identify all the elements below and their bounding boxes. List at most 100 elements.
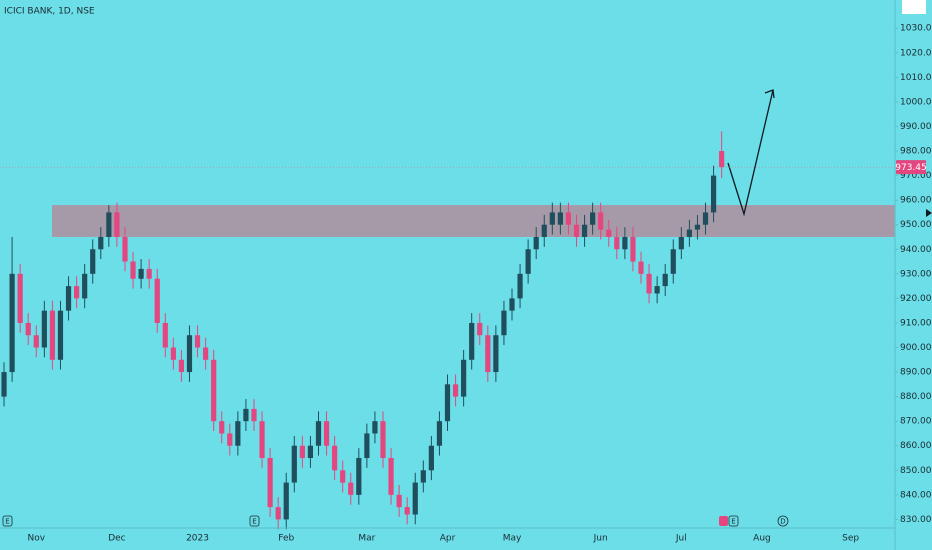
candle-body [211, 359, 217, 422]
candle-body [219, 421, 225, 434]
candle-body [90, 249, 96, 274]
candle-body [549, 212, 555, 225]
candle-body [509, 298, 515, 311]
candle-body [146, 268, 152, 279]
candle-body [380, 421, 386, 459]
candle-body [614, 236, 620, 250]
candle-body [646, 273, 652, 294]
event-marker[interactable]: E [5, 518, 9, 526]
candle-body [154, 278, 160, 323]
candle-body [259, 421, 265, 459]
x-tick-label: Jul [675, 534, 687, 544]
x-tick-label: 2023 [186, 534, 209, 544]
candle-body [323, 421, 330, 446]
x-tick-label: Mar [358, 534, 375, 544]
y-tick-label: 840.00 [900, 490, 932, 500]
y-tick-label: 930.00 [900, 269, 932, 279]
candle-body [9, 273, 15, 373]
candle-body [130, 261, 136, 279]
marker-circle [777, 515, 789, 527]
resistance-zone [52, 205, 895, 237]
candle-body [485, 335, 491, 373]
candle-body [493, 335, 499, 373]
candle-body [122, 236, 128, 262]
candle-body [557, 212, 563, 225]
candle-body [340, 470, 346, 483]
candle-body [388, 458, 394, 495]
y-tick-label: 900.00 [900, 343, 932, 353]
candle-body [186, 335, 193, 373]
candle-body [428, 445, 434, 471]
candle-body [194, 335, 201, 348]
candle-body [307, 445, 314, 459]
y-tick-label: 1020.00 [900, 48, 932, 58]
chart-title: ICICI BANK, 1D, NSE [4, 7, 95, 17]
zone-pointer [926, 209, 932, 217]
candle-body [98, 236, 104, 250]
candle-body [275, 507, 281, 520]
candle-body [444, 384, 451, 422]
last-price-box [896, 160, 926, 175]
candle-body [315, 421, 322, 446]
candle-body [114, 212, 120, 237]
candle-body [686, 229, 692, 237]
candle-body [501, 310, 507, 336]
x-tick-label: Aug [753, 534, 771, 544]
candle-body [694, 224, 701, 230]
candle-body [452, 384, 459, 397]
candle-body [565, 212, 572, 225]
y-tick-label: 910.00 [900, 318, 932, 328]
candle-body [356, 458, 362, 495]
candle-body [581, 224, 588, 237]
y-tick-label: 870.00 [900, 417, 932, 427]
y-tick-label: 980.00 [900, 147, 932, 157]
top-price-box [902, 0, 926, 14]
y-tick-label: 950.00 [900, 220, 932, 230]
candle-body [299, 445, 305, 459]
marker-box [2, 515, 13, 527]
event-marker[interactable]: E [731, 518, 735, 526]
marker-box [249, 515, 260, 527]
candle-body [364, 433, 370, 459]
event-markers: E E E D [2, 515, 789, 527]
candle-body [372, 421, 378, 434]
x-tick-label: May [503, 534, 522, 544]
candle-body [412, 482, 418, 515]
candle-body [638, 261, 644, 274]
candle-body [670, 249, 676, 274]
x-tick-label: Feb [278, 534, 294, 544]
y-tick-label: 880.00 [900, 392, 932, 402]
candle-body [710, 175, 717, 213]
candle-body [420, 470, 426, 483]
candle-body [82, 273, 88, 299]
candle-body [33, 335, 39, 348]
y-tick-label: 1010.00 [900, 73, 932, 83]
candle-body [1, 372, 7, 397]
event-marker[interactable]: E [252, 518, 256, 526]
event-marker[interactable]: D [780, 518, 785, 526]
candle-body [517, 273, 523, 299]
candle-body [533, 236, 539, 250]
candle-body [73, 286, 80, 299]
x-tick-label: Dec [108, 534, 125, 544]
x-tick-label: Apr [440, 534, 456, 544]
candle-body [227, 433, 233, 446]
candle-body [598, 212, 604, 230]
candle-body [41, 310, 47, 348]
candle-body [590, 212, 596, 225]
x-tick-label: Nov [27, 534, 45, 544]
candle-body [65, 286, 72, 311]
y-tick-label: 940.00 [900, 245, 932, 255]
candle-body [469, 322, 475, 360]
candle-body [461, 359, 467, 397]
candle-body [436, 421, 443, 446]
candle-body [606, 229, 612, 237]
last-price-label: 973.45 [895, 163, 927, 173]
candle-body [203, 347, 209, 360]
y-tick-label: 920.00 [900, 294, 932, 304]
candle-body [477, 322, 483, 336]
candle-body [178, 359, 185, 373]
candle-body [702, 212, 709, 225]
candle-body [541, 224, 547, 237]
